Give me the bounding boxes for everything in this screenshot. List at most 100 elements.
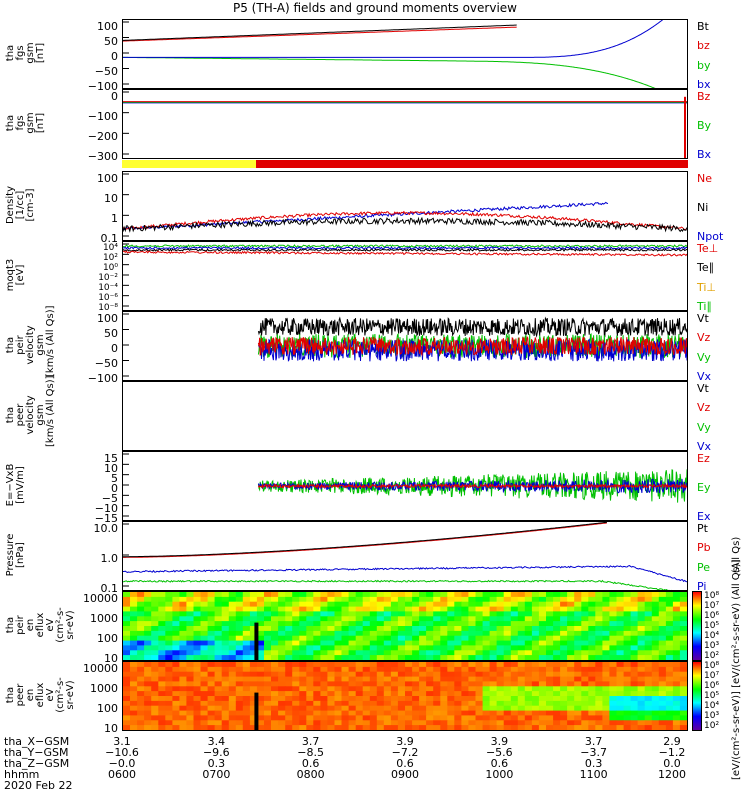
spec-cell-peer_spec-6-74: [644, 691, 653, 697]
spec-cell-peer_spec-13-32: [348, 725, 357, 730]
spec-cell-peir_spec-12-1: [130, 650, 138, 656]
spec-cell-peir_spec-4-68: [602, 611, 610, 617]
spec-cell-peer_spec-13-57: [524, 725, 533, 730]
spec-cell-peer_spec-0-33: [355, 662, 364, 668]
spec-cell-peer_spec-3-36: [376, 676, 385, 683]
spec-cell-peir_spec-8-12: [207, 630, 216, 637]
spec-cell-peer_spec-9-77: [665, 705, 674, 712]
spec-cell-peir_spec-2-2: [137, 601, 145, 608]
spec-cell-peir_spec-5-11: [200, 616, 209, 622]
spec-cell-peir_spec-4-17: [242, 611, 251, 617]
spec-cell-peir_spec-0-73: [637, 592, 646, 598]
x-row-value-3-6: 1200: [658, 768, 686, 781]
spec-cell-peer_spec-5-40: [405, 686, 413, 692]
spec-cell-peer_spec-11-13: [214, 715, 223, 721]
spec-cell-peer_spec-11-46: [447, 715, 455, 721]
spec-cell-peer_spec-6-15: [228, 691, 237, 697]
spec-cell-peer_spec-7-41: [412, 696, 420, 702]
spec-cell-peer_spec-12-29: [327, 720, 335, 726]
spec-cell-peer_spec-10-56: [517, 710, 526, 717]
spec-cell-peer_spec-7-2: [137, 696, 145, 702]
spec-cell-peir_spec-9-27: [313, 635, 321, 642]
spec-cell-peer_spec-9-9: [186, 705, 194, 712]
spec-cell-peir_spec-8-14: [221, 630, 230, 637]
spec-cell-peir_spec-8-15: [228, 630, 237, 637]
spec-cell-peer_spec-0-41: [412, 662, 420, 668]
spec-cell-peir_spec-5-22: [278, 616, 286, 622]
spec-cell-peer_spec-4-75: [651, 681, 660, 687]
spec-cell-peer_spec-3-1: [130, 676, 138, 683]
spec-cell-peir_spec-5-78: [672, 616, 681, 622]
spec-cell-peir_spec-12-38: [390, 650, 399, 656]
spec-cell-peir_spec-8-70: [616, 630, 625, 637]
spec-cell-peir_spec-4-60: [546, 611, 554, 617]
spec-cell-peer_spec-12-76: [658, 720, 667, 726]
spec-cell-peir_spec-7-66: [588, 626, 596, 632]
spec-cell-peer_spec-1-14: [221, 666, 230, 673]
spec-cell-peer_spec-11-24: [292, 715, 300, 721]
panel-temp: [122, 241, 688, 311]
spec-cell-peir_spec-13-38: [390, 655, 399, 660]
spec-cell-peir_spec-8-4: [151, 630, 159, 637]
spec-cell-peir_spec-9-1: [130, 635, 138, 642]
spec-cell-peir_spec-5-48: [461, 616, 469, 622]
spec-cell-peer_spec-2-28: [320, 671, 328, 678]
spec-cell-peer_spec-3-47: [454, 676, 462, 683]
panel-peirv: [122, 311, 688, 381]
spec-cell-peer_spec-6-43: [426, 691, 434, 697]
spec-cell-peer_spec-2-40: [405, 671, 413, 678]
spec-cell-peir_spec-1-16: [235, 596, 244, 603]
spec-cell-peer_spec-4-54: [503, 681, 512, 687]
spec-cell-peir_spec-11-53: [496, 645, 505, 651]
spec-cell-peir_spec-11-47: [454, 645, 462, 651]
spec-cell-peer_spec-7-25: [299, 696, 307, 702]
spec-cell-peer_spec-7-71: [623, 696, 632, 702]
spec-cell-peer_spec-3-14: [221, 676, 230, 683]
spec-cell-peer_spec-5-3: [144, 686, 152, 692]
spec-cell-peer_spec-13-11: [200, 725, 209, 730]
spec-cell-peir_spec-8-47: [454, 630, 462, 637]
spec-cell-peir_spec-11-54: [503, 645, 512, 651]
spec-cell-peer_spec-2-42: [419, 671, 427, 678]
spec-cell-peer_spec-1-0: [123, 666, 131, 673]
spec-cell-peir_spec-3-68: [602, 606, 610, 613]
spec-cell-peir_spec-7-15: [228, 626, 237, 632]
spec-cell-peir_spec-10-32: [348, 640, 357, 647]
spec-cell-peer_spec-4-15: [228, 681, 237, 687]
y-tick-temp-0: 10⁴: [102, 243, 118, 253]
spec-cell-peir_spec-4-42: [419, 611, 427, 617]
spec-cell-peer_spec-13-76: [658, 725, 667, 730]
spec-cell-peer_spec-6-54: [503, 691, 512, 697]
spec-cell-peir_spec-10-47: [454, 640, 462, 647]
spec-cell-peir_spec-0-57: [524, 592, 533, 598]
spec-cell-peir_spec-4-62: [560, 611, 568, 617]
spec-cell-peir_spec-2-11: [200, 601, 209, 608]
spec-cell-peir_spec-12-39: [397, 650, 406, 656]
spec-cell-peer_spec-6-2: [137, 691, 145, 697]
spec-cell-peer_spec-1-44: [433, 666, 441, 673]
spec-cell-peir_spec-1-32: [348, 596, 357, 603]
spec-cell-peer_spec-0-51: [482, 662, 491, 668]
spec-cell-peir_spec-12-74: [644, 650, 653, 656]
spec-cell-peer_spec-7-44: [433, 696, 441, 702]
spec-cell-peer_spec-13-55: [510, 725, 519, 730]
spec-cell-peer_spec-6-31: [341, 691, 350, 697]
spec-cell-peer_spec-7-60: [546, 696, 554, 702]
spec-cell-peer_spec-2-23: [285, 671, 293, 678]
spec-cell-peer_spec-4-22: [278, 681, 286, 687]
spec-cell-peir_spec-10-27: [313, 640, 321, 647]
spec-cell-peir_spec-4-67: [595, 611, 603, 617]
spec-cell-peer_spec-9-2: [137, 705, 145, 712]
spec-cell-peer_spec-6-28: [320, 691, 328, 697]
spec-cell-peir_spec-6-26: [306, 621, 314, 627]
spec-cell-peer_spec-1-20: [264, 666, 272, 673]
spec-cell-peer_spec-7-22: [278, 696, 286, 702]
spec-cell-peer_spec-12-7: [172, 720, 180, 726]
spec-cell-peir_spec-3-34: [362, 606, 371, 613]
spec-cell-peer_spec-4-73: [637, 681, 646, 687]
y-tick-fgs2-3: −300: [87, 150, 118, 163]
spec-cell-peer_spec-0-59: [538, 662, 547, 668]
spec-cell-peer_spec-12-31: [341, 720, 350, 726]
spec-cell-peir_spec-10-18: [249, 640, 258, 647]
spec-cell-peir_spec-2-6: [165, 601, 173, 608]
